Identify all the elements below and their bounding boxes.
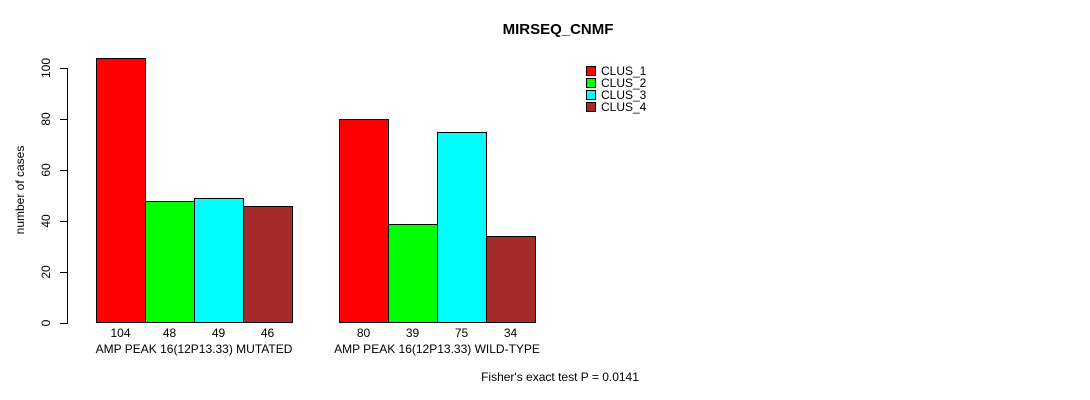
bar-value-label: 46	[260, 326, 275, 340]
y-axis-line	[67, 68, 68, 324]
legend-swatch	[586, 66, 596, 76]
bar	[486, 236, 536, 323]
y-tick-label: 40	[39, 214, 53, 228]
legend-swatch	[586, 90, 596, 100]
footer-note: Fisher's exact test P = 0.0141	[481, 370, 639, 384]
legend-label: CLUS_2	[601, 76, 647, 90]
bar	[388, 224, 438, 323]
y-tick-label: 0	[39, 319, 53, 327]
legend-label: CLUS_1	[601, 64, 647, 78]
y-tick-label: 100	[39, 57, 53, 79]
bar	[145, 201, 195, 323]
bar	[194, 198, 244, 323]
bar-value-label: 49	[211, 326, 226, 340]
legend-swatch	[586, 102, 596, 112]
bar-value-label: 48	[162, 326, 177, 340]
legend-swatch	[586, 78, 596, 88]
bar-value-label: 75	[454, 326, 469, 340]
legend-label: CLUS_3	[601, 88, 647, 102]
y-tick	[60, 68, 67, 69]
y-tick	[60, 272, 67, 273]
y-tick	[60, 170, 67, 171]
y-tick	[60, 323, 67, 324]
bar-value-label: 39	[405, 326, 420, 340]
bar-value-label: 34	[503, 326, 518, 340]
y-tick-label: 80	[39, 112, 53, 126]
chart-title: MIRSEQ_CNMF	[502, 21, 614, 38]
bar-value-label: 80	[356, 326, 371, 340]
y-tick	[60, 221, 67, 222]
bar-value-label: 104	[110, 326, 131, 340]
bar	[437, 132, 487, 323]
y-tick-label: 20	[39, 265, 53, 279]
bar	[243, 206, 293, 323]
y-axis-label: number of cases	[13, 145, 27, 235]
bar	[96, 58, 146, 323]
bar	[339, 119, 389, 323]
group-label: AMP PEAK 16(12P13.33) WILD-TYPE	[334, 342, 540, 356]
y-tick-label: 60	[39, 163, 53, 177]
y-tick	[60, 119, 67, 120]
group-label: AMP PEAK 16(12P13.33) MUTATED	[95, 342, 293, 356]
legend-label: CLUS_4	[601, 100, 647, 114]
